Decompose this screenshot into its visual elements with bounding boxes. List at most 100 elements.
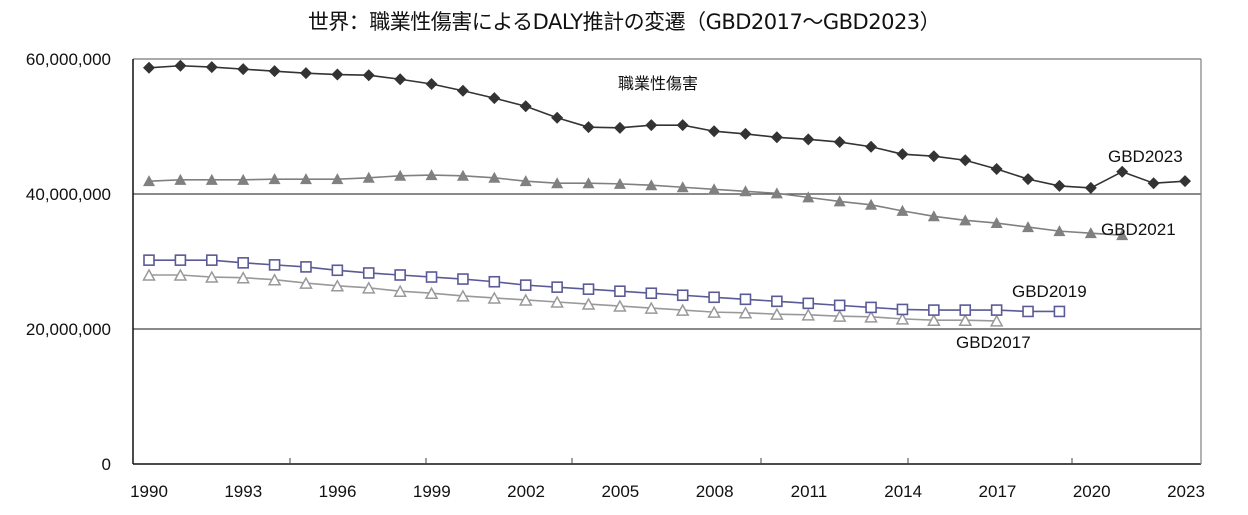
open-triangle-marker [832, 309, 847, 322]
open-triangle-marker [675, 303, 690, 316]
square-marker [582, 283, 595, 295]
triangle-marker [205, 173, 218, 185]
open-triangle-marker [173, 268, 188, 281]
triangle-marker [1022, 221, 1035, 233]
diamond-marker [1053, 179, 1066, 192]
series-line [148, 64, 1186, 189]
diamond-marker [519, 100, 532, 113]
open-triangle-marker [361, 281, 376, 294]
triangle-marker [143, 175, 155, 187]
triangle-marker [488, 171, 501, 183]
x-tick-label: 2020 [1073, 482, 1111, 501]
diamond-marker [896, 148, 909, 161]
triangle-marker [237, 173, 250, 185]
open-triangle-marker [205, 270, 219, 283]
open-triangle-marker [958, 313, 973, 326]
triangle-marker [582, 177, 595, 189]
open-triangle-marker [581, 297, 596, 310]
square-marker [425, 271, 438, 283]
triangle-marker [833, 195, 846, 207]
open-triangle-marker [330, 279, 345, 292]
diamond-marker [362, 69, 375, 82]
square-marker [551, 281, 563, 293]
open-triangle-marker [267, 273, 282, 286]
open-triangle-marker [487, 291, 502, 304]
diamond-marker [1147, 177, 1160, 190]
triangle-marker [802, 191, 815, 203]
diamond-marker [205, 61, 218, 74]
diamond-marker [488, 92, 501, 105]
triangle-marker [268, 173, 281, 185]
open-triangle-marker [613, 299, 627, 312]
triangle-marker [645, 179, 658, 191]
open-triangle-marker [393, 284, 407, 297]
open-triangle-marker [424, 286, 439, 299]
open-triangle-marker [770, 307, 784, 320]
square-marker [645, 287, 658, 300]
triangle-marker [174, 173, 187, 185]
diamond-marker [551, 111, 564, 124]
triangle-marker [927, 210, 940, 222]
diamond-marker [1179, 175, 1191, 188]
series-gbd2023 [143, 59, 1191, 194]
x-tick-label: 2011 [791, 482, 828, 501]
triangle-marker [613, 177, 626, 189]
triangle-marker [770, 187, 783, 199]
square-marker [205, 254, 218, 266]
square-marker [771, 295, 783, 308]
diamond-marker [770, 131, 783, 144]
diamond-marker [959, 154, 972, 167]
diamond-marker [833, 136, 846, 149]
annotation-occupational-injury: 職業性傷害 [618, 74, 698, 93]
series-line [148, 174, 1123, 236]
square-marker [865, 301, 877, 314]
series-label-gbd2023: GBD2023 [1108, 147, 1183, 166]
open-triangle-marker [738, 306, 753, 319]
diamond-marker [582, 121, 595, 134]
square-marker [300, 261, 312, 273]
square-marker [676, 289, 689, 302]
diamond-marker [927, 150, 940, 163]
diamond-marker [613, 121, 626, 134]
square-marker [143, 254, 155, 266]
triangle-marker [739, 185, 752, 197]
open-triangle-marker [550, 295, 564, 308]
y-tick-label: 40,000,000 [26, 185, 111, 204]
triangle-marker [708, 183, 721, 195]
triangle-marker [865, 198, 878, 210]
triangle-marker [551, 177, 564, 189]
square-marker [174, 254, 187, 266]
diamond-marker [676, 119, 689, 132]
x-tick-label: 1999 [413, 482, 451, 501]
y-tick-label: 0 [102, 455, 111, 474]
diamond-marker [331, 68, 344, 81]
series-line [149, 274, 997, 322]
diamond-marker [143, 61, 155, 74]
square-marker [457, 273, 469, 285]
y-axis-ticks: 0 20,000,000 40,000,000 60,000,000 [26, 50, 111, 474]
open-triangle-marker [299, 276, 313, 289]
open-triangle-marker [456, 289, 470, 302]
square-marker [928, 304, 940, 316]
triangle-marker [394, 169, 407, 181]
series-label-gbd2017: GBD2017 [956, 333, 1031, 352]
series-label-gbd2019: GBD2019 [1012, 282, 1087, 301]
open-triangle-marker [989, 314, 1004, 327]
triangle-marker [299, 173, 312, 185]
series-label-gbd2021: GBD2021 [1101, 220, 1176, 239]
diamond-marker [1084, 181, 1097, 194]
square-marker [739, 293, 752, 306]
diamond-marker [865, 140, 878, 153]
open-triangle-marker [895, 312, 910, 325]
diamond-marker [237, 63, 250, 76]
axes [132, 59, 1202, 465]
x-axis-ticks: 1990 1993 1996 1999 2002 2005 2008 2011 2014 2017… [130, 482, 1205, 501]
diamond-marker [990, 163, 1003, 176]
series-gbd2021 [143, 169, 1129, 241]
y-tick-label: 60,000,000 [26, 50, 111, 69]
x-tick-label: 1996 [319, 482, 357, 501]
x-tick-label: 1993 [224, 482, 262, 501]
open-triangle-marker [236, 271, 250, 284]
series-line [149, 259, 1060, 313]
series-gbd2019 [143, 254, 1066, 318]
